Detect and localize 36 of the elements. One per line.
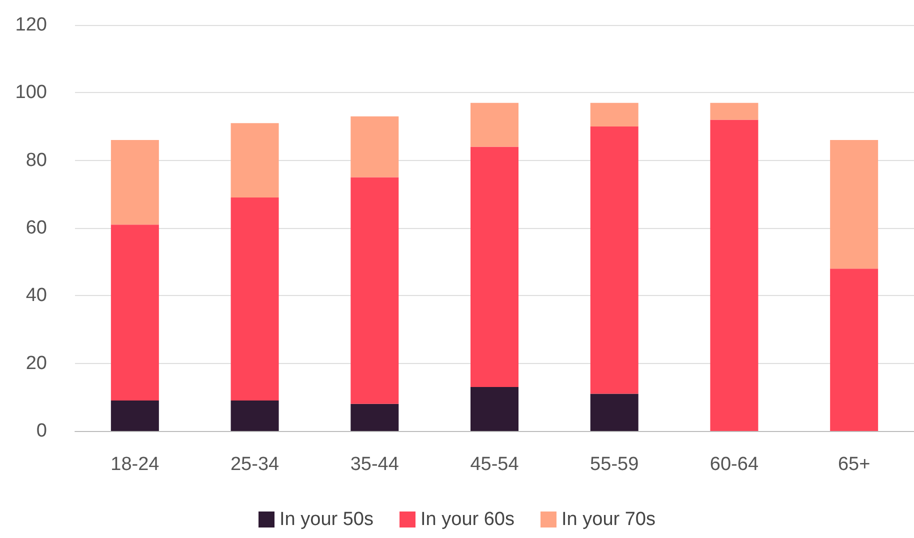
x-tick-label: 25-34 bbox=[230, 454, 280, 475]
legend-label: In your 60s bbox=[420, 509, 514, 530]
bar bbox=[710, 120, 758, 431]
bar bbox=[110, 224, 159, 401]
x-tick-label: 45-54 bbox=[470, 454, 520, 475]
bar bbox=[110, 400, 159, 431]
y-tick-label: 20 bbox=[26, 352, 47, 374]
bar bbox=[470, 146, 518, 388]
bar bbox=[110, 140, 159, 225]
bar bbox=[230, 400, 279, 431]
y-tick-label: 80 bbox=[26, 150, 47, 171]
bar bbox=[710, 102, 758, 120]
bar bbox=[830, 268, 878, 431]
x-tick-label: 18-24 bbox=[110, 454, 160, 475]
bar bbox=[230, 123, 279, 198]
y-tick-label: 60 bbox=[26, 218, 47, 238]
bar bbox=[470, 102, 518, 147]
bar bbox=[350, 177, 399, 404]
legend-label: In your 50s bbox=[280, 509, 374, 530]
bar bbox=[830, 140, 878, 269]
legend-label: In your 70s bbox=[562, 509, 656, 530]
bar bbox=[350, 116, 399, 178]
bar bbox=[590, 394, 638, 431]
x-tick-label: 35-44 bbox=[350, 454, 400, 475]
bar bbox=[470, 387, 518, 431]
y-tick-label: 40 bbox=[26, 285, 47, 306]
bar bbox=[350, 404, 399, 431]
bar bbox=[590, 102, 638, 126]
bar bbox=[230, 198, 279, 401]
y-tick-label: 0 bbox=[36, 420, 47, 442]
y-tick-label: 100 bbox=[15, 82, 47, 104]
y-tick-label: 120 bbox=[15, 14, 47, 36]
bar bbox=[590, 126, 638, 394]
x-tick-label: 60-64 bbox=[710, 454, 759, 475]
x-tick-label: 55-59 bbox=[590, 454, 639, 475]
x-tick-label: 65+ bbox=[838, 454, 870, 475]
